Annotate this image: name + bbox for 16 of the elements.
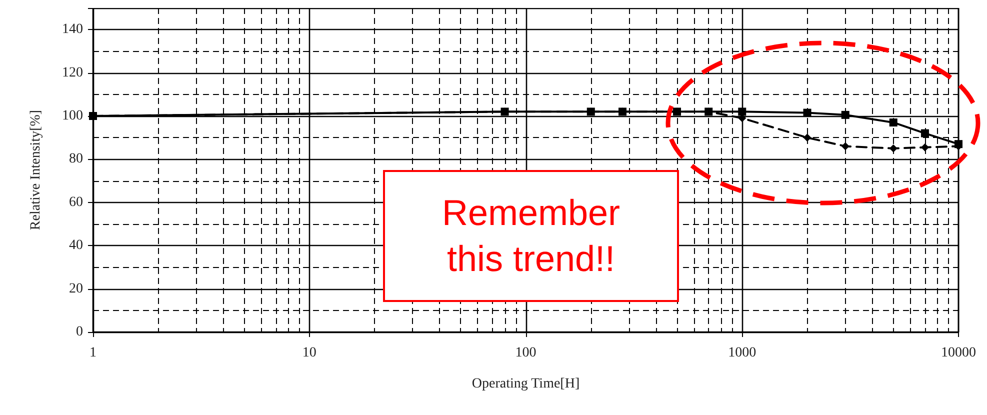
- y-tick-label: 40: [69, 238, 83, 254]
- y-tick-label: 20: [69, 281, 83, 296]
- y-axis-title: Relative Intensity[%]: [28, 110, 44, 230]
- y-tick-label: 80: [69, 152, 83, 167]
- y-tick-label: 0: [76, 324, 83, 340]
- y-tick-label: 120: [62, 65, 83, 80]
- y-tick-label: 140: [62, 22, 83, 38]
- y-tick-label: 60: [69, 194, 83, 210]
- x-tick-label: 1: [90, 346, 96, 360]
- x-tick-label: 10: [302, 346, 316, 360]
- x-tick-label: 100: [515, 346, 536, 360]
- x-tick-label: 10000: [941, 346, 976, 360]
- y-tick-label: 100: [62, 108, 83, 124]
- x-tick-label: 1000: [728, 346, 756, 360]
- note-box: Remember this trend!!: [383, 170, 679, 302]
- x-axis-title: Operating Time[H]: [472, 376, 580, 392]
